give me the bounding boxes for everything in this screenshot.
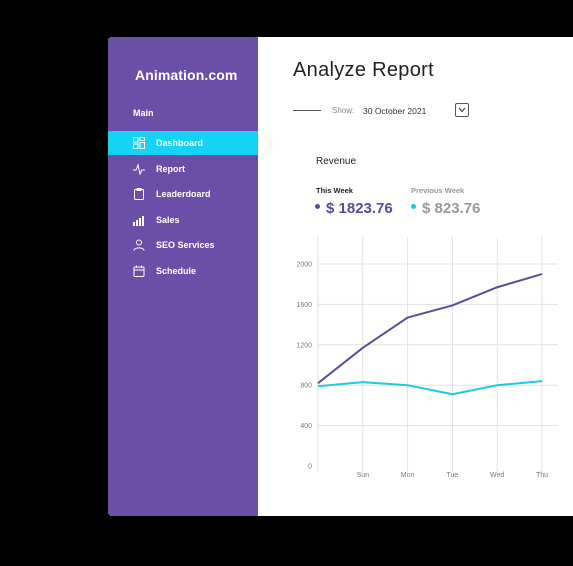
app-window: Animation.com Main Dashboard Report Lead…: [108, 37, 573, 516]
series-line-previous-week: [317, 380, 543, 396]
this-week-label: This Week: [316, 186, 353, 195]
user-icon: [133, 239, 145, 252]
page-title: Analyze Report: [293, 59, 434, 81]
y-tick-label: 400: [300, 423, 312, 430]
bar-chart-icon: [133, 214, 145, 226]
divider: [293, 110, 321, 111]
y-tick-label: 1600: [296, 302, 312, 309]
sidebar-item-report[interactable]: Report: [108, 157, 258, 181]
show-label: Show:: [332, 106, 355, 115]
pulse-icon: [133, 162, 145, 175]
series-line-this-week: [317, 273, 543, 384]
sidebar-item-sales[interactable]: Sales: [108, 208, 258, 232]
this-week-value: $ 1823.76: [326, 200, 393, 217]
sidebar-item-schedule[interactable]: Schedule: [108, 259, 258, 283]
previous-week-label: Previous Week: [411, 186, 465, 195]
calendar-icon: [133, 265, 145, 277]
previous-week-dot: [411, 204, 416, 209]
card-title: Revenue: [316, 156, 357, 167]
sidebar-item-label: Sales: [156, 214, 180, 225]
y-tick-label: 1200: [296, 342, 312, 349]
sidebar-item-label: Dashboard: [156, 138, 204, 148]
x-tick-label: Thu: [536, 472, 548, 479]
x-tick-label: Wed: [490, 472, 504, 479]
clipboard-icon: [133, 188, 145, 201]
x-tick-label: Sun: [357, 472, 370, 479]
sidebar-nav: Dashboard Report Leaderdoard Sales: [108, 131, 258, 285]
sidebar-item-leaderboard[interactable]: Leaderdoard: [108, 182, 258, 206]
sidebar-item-seo-services[interactable]: SEO Services: [108, 233, 258, 257]
sidebar-item-label: Leaderdoard: [156, 189, 211, 200]
this-week-dot: [315, 204, 320, 209]
y-tick-label: 0: [308, 464, 312, 471]
main-content: Analyze Report Show: 30 October 2021 Rev…: [258, 37, 573, 516]
chevron-down-icon: [458, 107, 466, 113]
date-dropdown-button[interactable]: [455, 103, 469, 117]
section-label: Main: [133, 108, 154, 118]
sidebar-item-label: Report: [156, 163, 185, 174]
sidebar-item-dashboard[interactable]: Dashboard: [108, 131, 258, 155]
sidebar-item-label: Schedule: [156, 265, 197, 276]
revenue-chart: 0 400 800 1200 1600 2000 Sun Mon Tue Wed Thu: [296, 237, 558, 479]
sidebar-item-label: SEO Services: [156, 240, 215, 251]
dashboard-icon: [133, 137, 145, 149]
brand-logo: Animation.com: [135, 67, 238, 83]
x-tick-label: Tue: [446, 472, 458, 479]
x-tick-label: Mon: [401, 472, 415, 479]
date-value: 30 October 2021: [363, 106, 427, 116]
sidebar: Animation.com Main Dashboard Report Lead…: [108, 37, 258, 516]
y-tick-label: 2000: [296, 262, 312, 269]
previous-week-value: $ 823.76: [422, 200, 481, 217]
y-tick-label: 800: [300, 383, 312, 390]
